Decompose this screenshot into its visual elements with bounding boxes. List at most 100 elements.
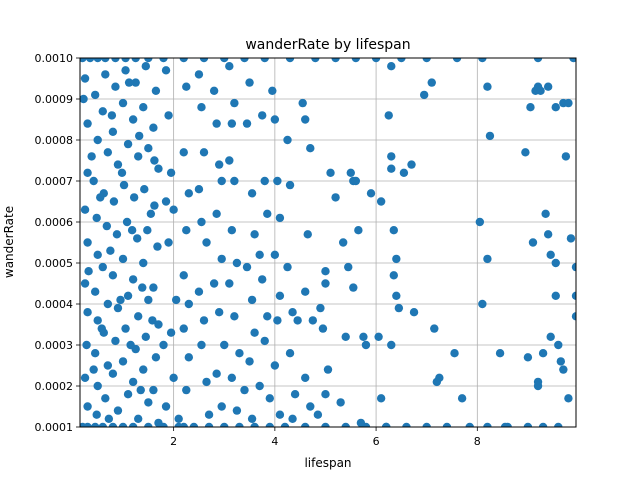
data-point — [260, 336, 269, 346]
data-point — [250, 422, 259, 427]
data-point — [275, 410, 285, 419]
data-point — [202, 377, 211, 387]
data-point — [308, 316, 318, 325]
data-point — [80, 74, 90, 83]
data-point — [538, 422, 548, 427]
data-point — [366, 189, 376, 198]
data-point — [260, 176, 269, 186]
data-point — [118, 422, 128, 427]
data-point — [235, 349, 244, 358]
data-point — [551, 258, 560, 268]
x-tick-label: 4 — [271, 435, 278, 448]
data-point — [111, 58, 120, 63]
data-point — [144, 58, 153, 63]
data-point — [268, 86, 277, 96]
data-point — [212, 369, 221, 378]
data-point — [566, 234, 576, 243]
data-point — [143, 226, 152, 235]
data-point — [399, 168, 409, 177]
data-point — [87, 152, 96, 161]
data-point — [250, 328, 259, 337]
data-point — [103, 361, 113, 370]
y-tick-label: 0.0009 — [35, 93, 74, 106]
data-point — [275, 213, 285, 223]
data-point — [230, 312, 239, 321]
data-point — [169, 373, 178, 382]
data-point — [118, 357, 128, 366]
data-point — [161, 402, 171, 411]
data-point — [179, 324, 188, 333]
data-point — [113, 160, 123, 169]
x-axis-label: lifespan — [304, 456, 351, 470]
data-point — [280, 422, 290, 427]
data-point — [351, 58, 361, 63]
data-point — [153, 242, 162, 251]
data-point — [92, 213, 101, 223]
data-point — [101, 70, 110, 79]
data-point — [129, 193, 139, 202]
data-point — [430, 324, 439, 333]
data-point — [306, 144, 315, 153]
data-point — [194, 70, 204, 79]
data-point — [255, 250, 264, 259]
data-point — [533, 58, 543, 63]
data-point — [387, 61, 396, 71]
data-point — [500, 422, 510, 427]
data-point — [134, 152, 143, 161]
data-point — [116, 295, 125, 305]
data-point — [551, 291, 560, 300]
data-point — [98, 107, 107, 116]
data-point — [174, 414, 183, 423]
data-point — [179, 271, 188, 280]
data-point — [93, 135, 102, 145]
data-point — [528, 238, 538, 247]
data-point — [150, 156, 159, 165]
data-point — [182, 226, 191, 235]
data-point — [141, 332, 150, 341]
data-point — [82, 340, 91, 350]
data-point — [359, 332, 368, 341]
data-point — [326, 168, 335, 177]
data-point — [374, 332, 383, 341]
data-point — [554, 422, 563, 427]
x-tick-label: 8 — [474, 435, 481, 448]
data-point — [139, 103, 148, 112]
data-point — [571, 262, 576, 272]
data-point — [194, 287, 204, 296]
data-point — [113, 303, 123, 313]
data-point — [83, 308, 92, 317]
data-point — [101, 58, 110, 63]
data-point — [83, 402, 92, 411]
data-point — [321, 279, 330, 288]
data-point — [85, 58, 95, 63]
data-point — [397, 58, 406, 63]
data-point — [409, 308, 419, 317]
y-tick-label: 0.0002 — [35, 380, 74, 393]
data-point — [149, 283, 158, 292]
data-point — [478, 299, 487, 309]
data-point — [523, 422, 533, 427]
data-point — [371, 58, 381, 63]
data-point — [556, 357, 566, 366]
data-point — [298, 98, 307, 108]
data-point — [354, 226, 363, 235]
data-point — [98, 422, 107, 427]
data-point — [128, 422, 138, 427]
data-point — [260, 58, 269, 63]
data-point — [301, 373, 310, 382]
data-point — [376, 394, 386, 403]
data-point — [270, 250, 280, 259]
data-point — [321, 390, 330, 399]
data-point — [118, 98, 128, 108]
data-point — [128, 377, 138, 387]
data-point — [526, 103, 535, 112]
data-point — [250, 230, 259, 239]
data-point — [247, 295, 257, 305]
data-point — [392, 254, 401, 264]
data-point — [242, 262, 252, 272]
data-point — [93, 250, 102, 259]
data-point — [146, 209, 156, 218]
data-point — [270, 115, 280, 124]
data-point — [311, 58, 320, 63]
